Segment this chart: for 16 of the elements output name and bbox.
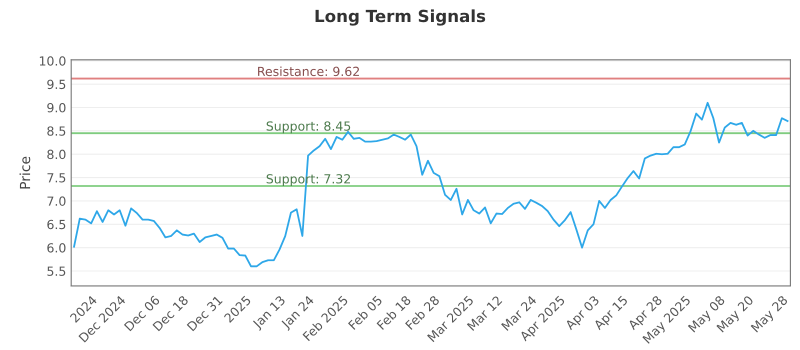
line-series bbox=[73, 102, 788, 268]
chart-title: Long Term Signals bbox=[316, 9, 486, 26]
y-tick-label: 6.0 bbox=[47, 243, 66, 253]
y-axis-title: Price bbox=[20, 156, 30, 188]
ref-line-label: Resistance: 9.62 bbox=[258, 66, 359, 76]
y-tick-label: 7.5 bbox=[47, 173, 66, 182]
y-tick-label: 10.0 bbox=[40, 56, 66, 66]
y-tick-label: 5.5 bbox=[47, 266, 66, 276]
x-tick-label: Dec 31 bbox=[186, 295, 223, 332]
y-tick-label: 9.5 bbox=[47, 80, 66, 90]
y-tick-label: 7.0 bbox=[47, 196, 66, 206]
ref-line-label: Support: 8.45 bbox=[266, 121, 350, 134]
y-tick-label: 8.5 bbox=[47, 126, 66, 136]
y-tick-label: 8.0 bbox=[47, 150, 66, 160]
y-tick-label: 6.5 bbox=[47, 220, 66, 230]
y-tick-label: 9.0 bbox=[47, 102, 66, 112]
